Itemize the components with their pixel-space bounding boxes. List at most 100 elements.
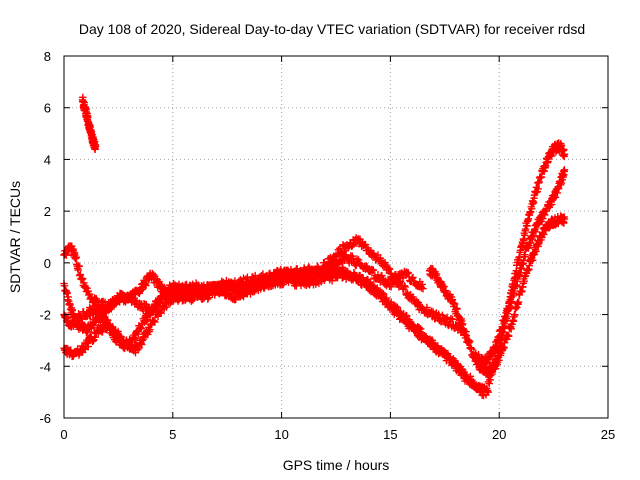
data-point bbox=[75, 262, 83, 270]
data-point bbox=[354, 256, 363, 264]
data-point bbox=[404, 269, 412, 277]
x-tick-label: 20 bbox=[492, 427, 506, 442]
data-point bbox=[506, 302, 514, 310]
y-axis-label: SDTVAR / TECUs bbox=[7, 181, 23, 293]
data-point bbox=[560, 215, 569, 223]
plot-frame bbox=[63, 55, 609, 419]
y-tick-label: 2 bbox=[44, 204, 51, 219]
data-point bbox=[81, 345, 89, 354]
data-point bbox=[540, 230, 548, 239]
chart-title: Day 108 of 2020, Sidereal Day-to-day VTE… bbox=[79, 21, 585, 37]
data-point bbox=[134, 330, 142, 338]
data-point bbox=[309, 268, 318, 276]
data-point bbox=[448, 315, 457, 324]
data-point bbox=[162, 303, 171, 311]
data-point bbox=[499, 323, 507, 332]
tick-marks-layer bbox=[63, 55, 609, 419]
data-point bbox=[560, 166, 569, 174]
x-tick-label: 0 bbox=[60, 427, 67, 442]
data-point bbox=[155, 300, 163, 308]
data-point bbox=[142, 281, 150, 290]
data-point bbox=[358, 273, 367, 282]
data-point bbox=[443, 313, 451, 322]
data-point bbox=[230, 289, 238, 298]
data-point bbox=[507, 297, 516, 306]
data-point bbox=[451, 358, 459, 367]
data-point bbox=[385, 265, 394, 273]
data-point bbox=[108, 323, 117, 331]
data-point bbox=[521, 252, 529, 261]
data-point bbox=[466, 372, 475, 381]
x-tick-label: 5 bbox=[169, 427, 176, 442]
data-point bbox=[393, 303, 402, 312]
data-point bbox=[250, 285, 259, 293]
series-track-d bbox=[60, 251, 427, 337]
data-point bbox=[548, 152, 556, 160]
data-point bbox=[417, 325, 425, 333]
series-track-g bbox=[471, 166, 569, 369]
data-point bbox=[68, 306, 77, 314]
data-point bbox=[221, 287, 230, 295]
data-point bbox=[460, 368, 468, 376]
data-point bbox=[336, 244, 344, 252]
data-point bbox=[271, 277, 280, 285]
data-point bbox=[72, 253, 80, 261]
data-point bbox=[453, 305, 461, 313]
data-point bbox=[151, 318, 159, 326]
series-track-e bbox=[78, 93, 100, 153]
data-point bbox=[164, 290, 172, 298]
data-point bbox=[147, 321, 155, 329]
data-point bbox=[418, 280, 426, 289]
data-point bbox=[382, 294, 391, 302]
data-point bbox=[195, 288, 203, 296]
x-tick-label: 10 bbox=[274, 427, 288, 442]
data-point bbox=[495, 356, 503, 364]
data-point bbox=[401, 283, 409, 291]
data-point bbox=[328, 277, 336, 285]
y-tick-label: 6 bbox=[44, 101, 51, 116]
data-point bbox=[527, 239, 535, 247]
data-point bbox=[528, 256, 537, 265]
data-point bbox=[384, 275, 392, 284]
data-point bbox=[532, 228, 540, 236]
data-point bbox=[196, 287, 204, 295]
data-point bbox=[378, 271, 386, 280]
data-point bbox=[520, 236, 528, 244]
data-point bbox=[318, 270, 326, 278]
data-point bbox=[350, 268, 358, 277]
data-point bbox=[204, 293, 213, 302]
data-point bbox=[419, 285, 427, 293]
data-point bbox=[434, 310, 443, 318]
y-tick-label: -2 bbox=[39, 308, 51, 323]
data-point bbox=[409, 293, 417, 301]
data-point bbox=[465, 337, 474, 346]
data-point bbox=[548, 200, 556, 209]
tick-labels-layer: 0 5 10 15 20 25 -6 -4 -2 0 2 4 6 8 bbox=[39, 49, 615, 442]
data-point bbox=[432, 270, 441, 278]
x-tick-label: 15 bbox=[383, 427, 397, 442]
data-point bbox=[183, 283, 191, 292]
y-tick-label: 8 bbox=[44, 49, 51, 64]
data-point bbox=[379, 290, 388, 298]
data-point bbox=[232, 283, 241, 291]
data-point bbox=[63, 289, 71, 297]
data-point bbox=[423, 303, 431, 312]
data-point bbox=[484, 388, 493, 396]
data-point bbox=[78, 274, 87, 283]
data-point bbox=[551, 193, 560, 201]
data-point bbox=[84, 342, 92, 351]
y-tick-label: 4 bbox=[44, 152, 51, 167]
data-point bbox=[467, 345, 476, 353]
data-point bbox=[144, 330, 152, 339]
y-tick-label: -6 bbox=[39, 411, 51, 426]
series-track-c bbox=[60, 261, 493, 399]
x-axis-label: GPS time / hours bbox=[283, 457, 390, 473]
data-point bbox=[534, 185, 542, 193]
series-track-h bbox=[484, 212, 569, 388]
data-point bbox=[511, 311, 519, 319]
data-points-layer bbox=[60, 93, 569, 400]
data-point bbox=[514, 298, 523, 306]
data-point bbox=[533, 187, 541, 196]
data-point bbox=[428, 336, 437, 344]
